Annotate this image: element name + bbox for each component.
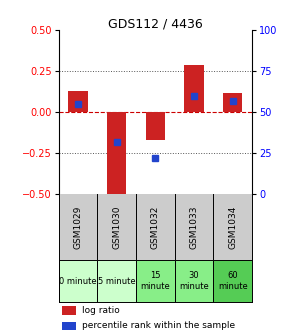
Text: GSM1029: GSM1029 (74, 206, 82, 249)
Text: percentile rank within the sample: percentile rank within the sample (82, 322, 235, 330)
Text: 60
minute: 60 minute (218, 271, 248, 291)
Bar (62, 306, 76, 315)
Text: GSM1030: GSM1030 (112, 205, 121, 249)
Bar (213, 260, 252, 302)
Text: 0 minute: 0 minute (59, 277, 97, 286)
Bar (107, 112, 126, 198)
Bar (136, 260, 175, 302)
Text: GSM1033: GSM1033 (190, 205, 198, 249)
Bar (59, 260, 97, 302)
Text: 30
minute: 30 minute (179, 271, 209, 291)
Bar (184, 65, 204, 112)
Text: 5 minute: 5 minute (98, 277, 135, 286)
Bar (68, 91, 88, 112)
Bar (62, 322, 76, 330)
Bar (223, 93, 242, 112)
Title: GDS112 / 4436: GDS112 / 4436 (108, 17, 203, 30)
Bar (146, 112, 165, 140)
Bar (175, 260, 213, 302)
Text: log ratio: log ratio (82, 306, 120, 315)
Bar (97, 260, 136, 302)
Text: 15
minute: 15 minute (140, 271, 170, 291)
Text: GSM1032: GSM1032 (151, 206, 160, 249)
Text: GSM1034: GSM1034 (228, 206, 237, 249)
